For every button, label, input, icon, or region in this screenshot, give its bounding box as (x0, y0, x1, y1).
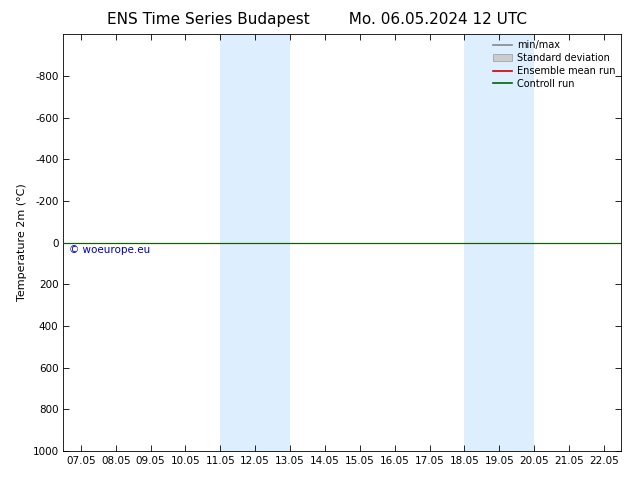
Bar (221, 34, 290, 451)
Bar (464, 34, 534, 451)
Text: © woeurope.eu: © woeurope.eu (69, 245, 150, 255)
Legend: min/max, Standard deviation, Ensemble mean run, Controll run: min/max, Standard deviation, Ensemble me… (489, 36, 619, 93)
Y-axis label: Temperature 2m (°C): Temperature 2m (°C) (17, 184, 27, 301)
Text: ENS Time Series Budapest        Mo. 06.05.2024 12 UTC: ENS Time Series Budapest Mo. 06.05.2024 … (107, 12, 527, 27)
